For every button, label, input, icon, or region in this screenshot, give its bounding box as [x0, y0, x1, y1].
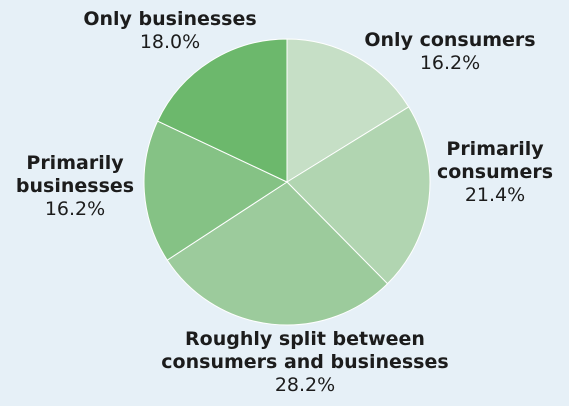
slice-value: 16.2%	[44, 198, 106, 220]
label-primarily-businesses: Primarily businesses 16.2%	[0, 152, 150, 221]
pie-slice-3	[143, 120, 289, 261]
slice-name: Roughly split between consumers and busi…	[161, 328, 449, 373]
label-only-businesses: Only businesses 18.0%	[70, 8, 270, 54]
label-primarily-consumers: Primarily consumers 21.4%	[425, 138, 565, 207]
slice-name: Primarily businesses	[15, 152, 135, 197]
label-only-consumers: Only consumers 16.2%	[340, 29, 560, 75]
label-roughly-split: Roughly split between consumers and busi…	[140, 328, 470, 397]
slice-name: Only consumers	[364, 29, 536, 51]
slice-value: 21.4%	[464, 184, 526, 206]
pie-slice-2	[166, 181, 389, 326]
slice-value: 16.2%	[419, 52, 481, 74]
slice-name: Only businesses	[83, 8, 257, 30]
slice-value: 28.2%	[274, 374, 336, 396]
pie-slice-0	[286, 38, 410, 183]
slice-name: Primarily consumers	[436, 138, 554, 183]
pie-slice-1	[286, 106, 431, 285]
slice-value: 18.0%	[139, 31, 201, 53]
pie-slice-4	[156, 38, 288, 183]
